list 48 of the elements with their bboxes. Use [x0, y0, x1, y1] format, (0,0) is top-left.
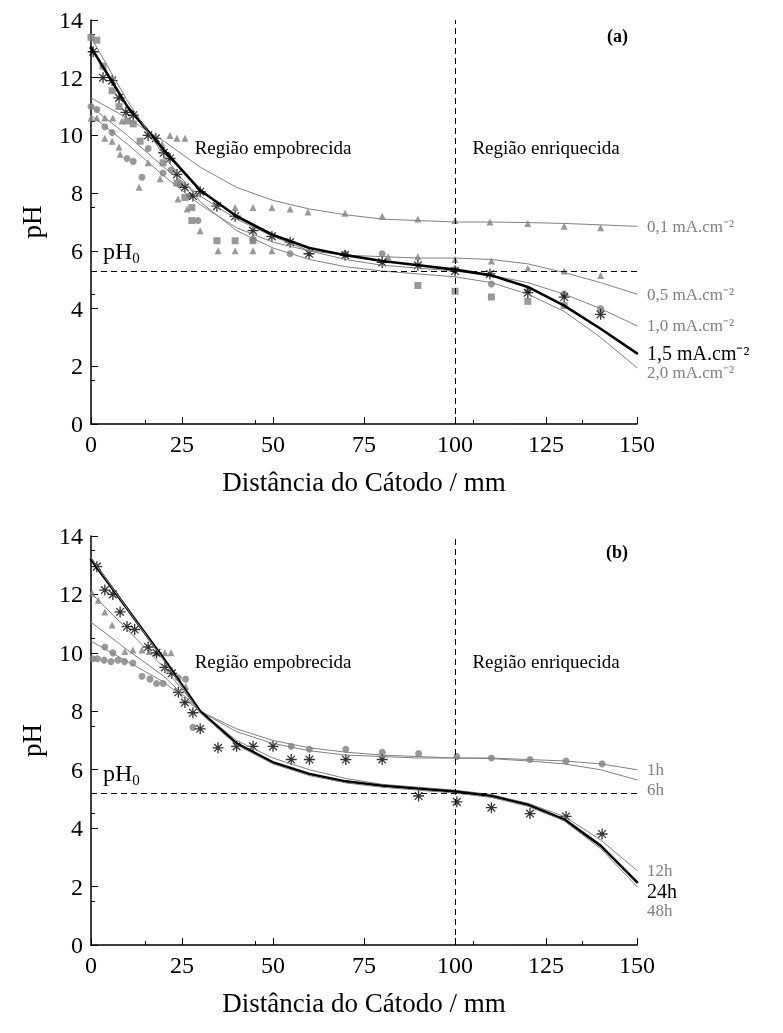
y-tick-label: 6	[71, 237, 83, 264]
x-tick-label: 75	[352, 431, 376, 457]
y-tick-label: 6	[71, 756, 83, 783]
x-tick-label: 25	[170, 952, 194, 978]
y-tick-label: 12	[59, 64, 83, 91]
y-axis-title: pH	[16, 724, 47, 757]
y-tick-label: 0	[71, 411, 83, 437]
x-tick-label: 25	[170, 431, 194, 457]
series-label: 24h	[647, 879, 677, 902]
x-tick-label: 50	[261, 952, 285, 978]
y-tick-label: 10	[59, 122, 83, 149]
x-tick-label: 150	[619, 431, 655, 457]
annotation: Região empobrecida	[194, 650, 352, 672]
x-tick-label: 100	[437, 431, 473, 457]
series-label: 0,1 mA.cm⁻²	[647, 216, 735, 236]
y-tick-label: 2	[71, 873, 83, 900]
series-label: 1h	[647, 760, 665, 780]
series-label: 1,5 mA.cm⁻²	[647, 342, 750, 365]
annotation: Região enriquecida	[472, 650, 621, 672]
annotation: Região enriquecida	[472, 137, 621, 159]
series-label: 0,5 mA.cm⁻²	[647, 284, 735, 304]
x-tick-label: 125	[528, 431, 564, 457]
y-tick-label: 12	[59, 581, 83, 608]
chart-title: (b)	[606, 542, 629, 563]
series-label: 6h	[647, 780, 665, 800]
y-tick-label: 10	[59, 639, 83, 666]
annotation: Região empobrecida	[194, 137, 352, 159]
y-tick-label: 8	[71, 180, 83, 207]
x-tick-label: 75	[352, 952, 376, 978]
y-tick-label: 2	[71, 353, 83, 380]
y-tick-label: 4	[71, 295, 83, 322]
y-tick-label: 14	[59, 7, 83, 33]
chart-title: (a)	[607, 26, 629, 47]
series-label: 2,0 mA.cm⁻²	[647, 363, 735, 383]
x-axis-title: Distância do Cátodo / mm	[222, 466, 506, 497]
series-label: 1,0 mA.cm⁻²	[647, 316, 735, 336]
x-tick-label: 100	[437, 952, 473, 978]
y-tick-label: 14	[59, 523, 83, 549]
x-axis-title: Distância do Cátodo / mm	[222, 987, 506, 1018]
x-tick-label: 150	[619, 952, 655, 978]
y-tick-label: 0	[71, 932, 83, 958]
x-tick-label: 50	[261, 431, 285, 457]
y-tick-label: 4	[71, 815, 83, 842]
y-axis-title: pH	[16, 205, 47, 239]
series-label: 12h	[647, 861, 673, 880]
x-tick-label: 125	[528, 952, 564, 978]
series-label: 48h	[647, 901, 673, 920]
y-tick-label: 8	[71, 698, 83, 725]
